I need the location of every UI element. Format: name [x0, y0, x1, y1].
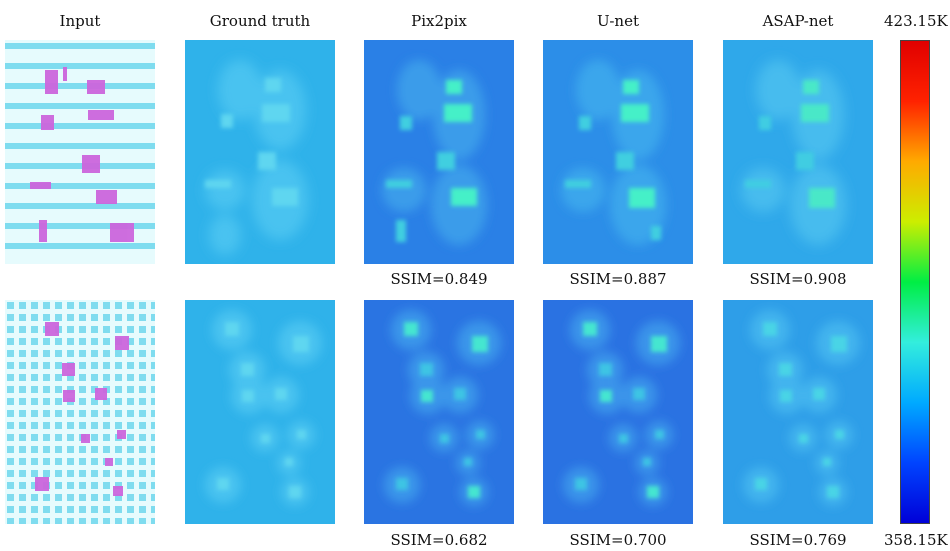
unet-panel-row2: [543, 300, 693, 524]
column-title-asapnet: ASAP-net: [762, 12, 834, 30]
unet-panel-row1: [543, 40, 693, 264]
ground-truth-map-row1: [185, 40, 335, 264]
ssim-asapnet-row1: SSIM=0.908: [749, 270, 847, 288]
colorbar: [900, 40, 930, 524]
asapnet-panel-row2: [723, 300, 873, 524]
input-panel-row2: [5, 300, 155, 524]
input-layout-row1: [5, 40, 155, 264]
asapnet-map-row2: [723, 300, 873, 524]
pix2pix-map-row1: [364, 40, 514, 264]
colorbar-min-label: 358.15K: [884, 531, 948, 549]
ssim-asapnet-row2: SSIM=0.769: [749, 531, 847, 549]
colorbar-max-label: 423.15K: [884, 12, 948, 30]
ground-truth-map-row2: [185, 300, 335, 524]
pix2pix-map-row2: [364, 300, 514, 524]
unet-map-row2: [543, 300, 693, 524]
ssim-pix2pix-row1: SSIM=0.849: [390, 270, 488, 288]
ground-truth-panel-row2: [185, 300, 335, 524]
pix2pix-panel-row1: [364, 40, 514, 264]
column-title-pix2pix: Pix2pix: [411, 12, 467, 30]
ground-truth-panel-row1: [185, 40, 335, 264]
ssim-pix2pix-row2: SSIM=0.682: [390, 531, 488, 549]
ssim-unet-row2: SSIM=0.700: [569, 531, 667, 549]
column-title-unet: U-net: [596, 12, 639, 30]
unet-map-row1: [543, 40, 693, 264]
asapnet-panel-row1: [723, 40, 873, 264]
column-title-input: Input: [59, 12, 101, 30]
asapnet-map-row1: [723, 40, 873, 264]
pix2pix-panel-row2: [364, 300, 514, 524]
input-layout-row2: [5, 300, 155, 524]
column-title-ground-truth: Ground truth: [209, 12, 311, 30]
input-panel-row1: [5, 40, 155, 264]
ssim-unet-row1: SSIM=0.887: [569, 270, 667, 288]
